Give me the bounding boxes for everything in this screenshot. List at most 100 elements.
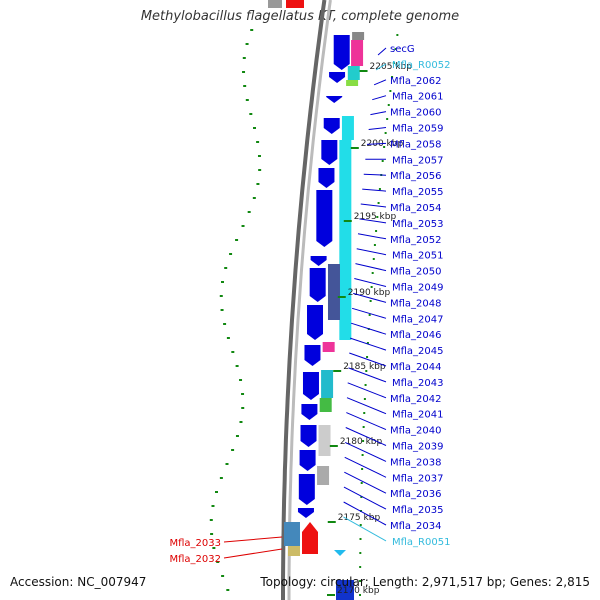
- leader-line: [223, 548, 283, 559]
- gene-label-mfla_2048: Mfla_2048: [390, 298, 442, 309]
- scale-tick-label: 2170 kbp: [337, 586, 380, 596]
- cds-block: [298, 474, 315, 505]
- leader-line: [357, 233, 387, 240]
- leader-line: [345, 427, 387, 446]
- gene-label-mfla_2050: Mfla_2050: [390, 267, 442, 278]
- gene-label-secg: secG: [390, 44, 415, 55]
- cds-block: [304, 345, 321, 366]
- scale-tick-label: 2185 kbp: [343, 362, 386, 372]
- gene-label-mfla_2041: Mfla_2041: [392, 410, 444, 421]
- cds-block: [318, 168, 335, 188]
- cds-block: [301, 404, 318, 420]
- leader-line: [223, 536, 283, 543]
- gene-block-red: [302, 522, 318, 554]
- gene-label-mfla_2051: Mfla_2051: [392, 251, 444, 262]
- feature-block: [317, 466, 330, 485]
- cds-block: [329, 72, 346, 83]
- leader-line: [344, 471, 387, 494]
- gene-label-mfla_2057: Mfla_2057: [392, 155, 444, 166]
- feature-block: [321, 370, 334, 398]
- gene-label-mfla_2042: Mfla_2042: [390, 394, 442, 405]
- leader-line: [372, 95, 387, 101]
- cds-block: [310, 256, 327, 266]
- feature-block: [327, 264, 340, 320]
- cds-block: [316, 190, 333, 247]
- leader-line: [347, 382, 387, 399]
- gene-label-mfla_2044: Mfla_2044: [390, 362, 442, 373]
- gene-label-mfla_2036: Mfla_2036: [390, 489, 442, 500]
- leader-line: [350, 337, 387, 351]
- leader-line: [349, 352, 387, 367]
- gene-label-mfla_2033: Mfla_2033: [169, 538, 221, 549]
- gene-label-mfla_2039: Mfla_2039: [392, 442, 444, 453]
- gene-label-mfla_2060: Mfla_2060: [390, 108, 442, 119]
- feature-block: [346, 80, 359, 86]
- feature-block: [318, 425, 331, 456]
- gene-label-mfla_2045: Mfla_2045: [392, 346, 444, 357]
- gene-label-mfla_2034: Mfla_2034: [390, 521, 442, 532]
- backbone-outer: [281, 0, 327, 600]
- gene-label-mfla_2049: Mfla_2049: [392, 283, 444, 294]
- gene-label-mfla_r0051: Mfla_R0051: [392, 537, 450, 548]
- gene-block-2033: [284, 522, 300, 546]
- leader-line: [355, 263, 387, 272]
- scale-tick-label: 2175 kbp: [338, 513, 381, 523]
- leader-line: [366, 142, 387, 145]
- gene-label-mfla_2056: Mfla_2056: [390, 171, 442, 182]
- cds-block: [321, 140, 338, 165]
- cds-block: [336, 580, 354, 600]
- gene-label-mfla_2046: Mfla_2046: [390, 330, 442, 341]
- leader-line: [343, 486, 387, 510]
- accession-text: Accession: NC_007947: [10, 575, 147, 589]
- cds-block: [323, 118, 340, 134]
- scale-tick-label: 2190 kbp: [348, 288, 391, 298]
- rna-block-r0051: [334, 550, 346, 556]
- leader-line: [346, 412, 387, 431]
- gene-label-mfla_2038: Mfla_2038: [390, 457, 442, 468]
- leader-line: [344, 441, 387, 462]
- leader-line: [359, 218, 387, 224]
- gene-label-mfla_2059: Mfla_2059: [392, 124, 444, 135]
- gene-label-mfla_r0052: Mfla_R0052: [392, 60, 450, 71]
- leader-line: [344, 456, 387, 478]
- leader-line: [346, 397, 387, 415]
- gene-label-mfla_2055: Mfla_2055: [392, 187, 444, 198]
- leader-line: [373, 79, 387, 86]
- feature-block: [351, 40, 364, 66]
- leader-line: [343, 516, 387, 542]
- gene-label-mfla_2032: Mfla_2032: [169, 554, 221, 565]
- scale-tick-label: 2180 kbp: [340, 437, 383, 447]
- gene-block-2032: [288, 546, 300, 556]
- leader-line: [356, 248, 387, 256]
- leader-line: [362, 188, 387, 192]
- feature-block: [341, 116, 354, 140]
- leader-line: [348, 367, 387, 383]
- gene-label-mfla_2061: Mfla_2061: [392, 92, 444, 103]
- map-title: Methylobacillus flagellatus KT, complete…: [140, 9, 460, 24]
- cds-block: [307, 305, 324, 340]
- leader-line: [370, 111, 387, 116]
- scale-tick-label: 2205 kbp: [370, 62, 413, 72]
- edge-block: [286, 0, 304, 8]
- leader-line: [363, 173, 387, 176]
- leader-line: [368, 127, 387, 130]
- feature-block: [319, 398, 332, 412]
- cds-block: [302, 372, 319, 400]
- gene-label-mfla_2054: Mfla_2054: [390, 203, 442, 214]
- gene-label-mfla_2047: Mfla_2047: [392, 314, 444, 325]
- leader-line: [350, 322, 387, 335]
- gene-label-mfla_2053: Mfla_2053: [392, 219, 444, 230]
- scale-tick-label: 2195 kbp: [354, 212, 397, 222]
- gene-label-mfla_2040: Mfla_2040: [390, 426, 442, 437]
- feature-block: [322, 342, 335, 352]
- gene-label-mfla_2058: Mfla_2058: [390, 139, 442, 150]
- cds-block: [309, 268, 326, 302]
- backbone-inner: [287, 0, 332, 600]
- cds-block: [300, 425, 317, 447]
- gene-label-mfla_2052: Mfla_2052: [390, 235, 442, 246]
- gene-label-mfla_2035: Mfla_2035: [392, 505, 444, 516]
- cds-block: [297, 508, 314, 518]
- gene-label-mfla_2043: Mfla_2043: [392, 378, 444, 389]
